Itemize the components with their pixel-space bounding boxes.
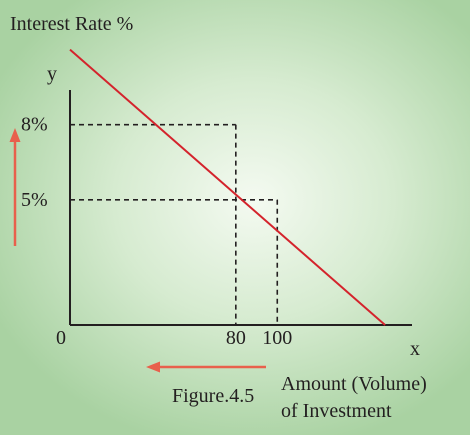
y-axis-title: Interest Rate %	[10, 13, 133, 35]
reference-guides	[70, 123, 279, 325]
figure-caption: Figure.4.5	[172, 385, 254, 407]
x-direction-arrow	[146, 361, 266, 373]
demand-line-0	[69, 48, 386, 326]
x-axis-title-line1: Amount (Volume)	[281, 373, 427, 395]
x-axis-letter: x	[410, 338, 420, 360]
origin-label: 0	[56, 327, 66, 349]
x-tick-label-0: 80	[226, 327, 246, 349]
y-direction-arrow	[9, 128, 21, 246]
tick-labels: 8% 80 5% 100	[21, 114, 292, 349]
series-layer	[69, 48, 386, 326]
x-tick-label-1: 100	[262, 327, 292, 349]
y-tick-label-1: 5%	[21, 189, 48, 211]
y-axis-letter: y	[47, 63, 57, 85]
y-tick-label-0: 8%	[21, 114, 48, 136]
x-axis-title-line2: of Investment	[281, 400, 392, 422]
